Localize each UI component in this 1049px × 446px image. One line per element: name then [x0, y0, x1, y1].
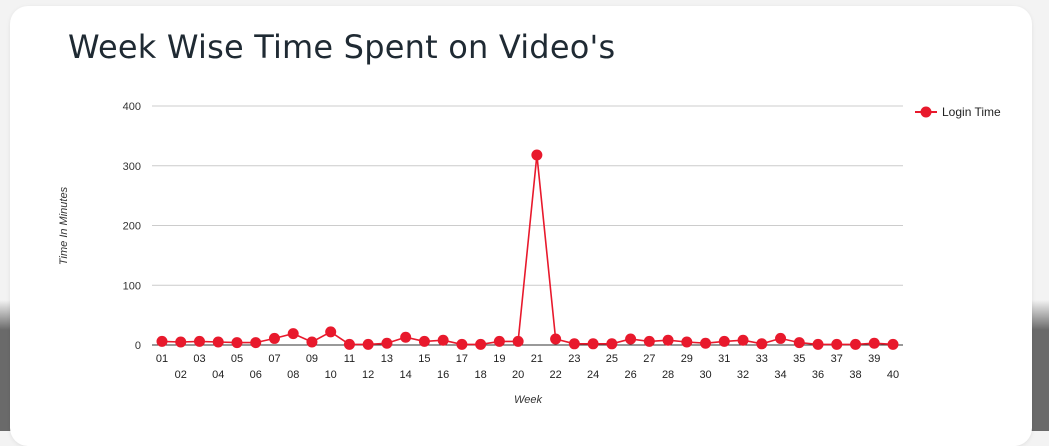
x-axis-title: Week [514, 394, 542, 406]
data-point[interactable] [362, 338, 374, 350]
x-tick-label: 38 [849, 369, 861, 381]
data-point[interactable] [737, 334, 749, 346]
x-tick-label: 35 [793, 353, 805, 365]
x-tick-label: 31 [718, 353, 730, 365]
x-tick-label: 33 [756, 353, 768, 365]
data-point[interactable] [475, 338, 487, 350]
legend[interactable]: Login Time [915, 105, 1001, 119]
x-tick-label: 13 [381, 353, 393, 365]
data-point[interactable] [306, 336, 318, 348]
data-point[interactable] [531, 149, 543, 161]
data-point[interactable] [212, 336, 224, 348]
data-point[interactable] [718, 335, 730, 347]
x-tick-label: 28 [662, 369, 674, 381]
x-tick-label: 10 [325, 369, 337, 381]
data-point[interactable] [193, 335, 205, 347]
x-tick-label: 03 [193, 353, 205, 365]
x-tick-label: 29 [681, 353, 693, 365]
x-tick-label: 06 [250, 369, 262, 381]
x-tick-label: 21 [531, 353, 543, 365]
legend-marker [920, 106, 932, 118]
x-tick-label: 40 [887, 369, 899, 381]
data-point[interactable] [662, 334, 674, 346]
x-tick-label: 30 [699, 369, 711, 381]
y-tick-label: 200 [123, 221, 141, 233]
data-point[interactable] [850, 338, 862, 350]
x-tick-label: 17 [456, 353, 468, 365]
line-chart: 0 100 200 300 400 01 02 03 04 05 06 07 08 09 10 11 12 13… [58, 101, 1001, 406]
data-point[interactable] [606, 338, 618, 350]
data-point[interactable] [418, 335, 430, 347]
data-point[interactable] [831, 338, 843, 350]
data-point[interactable] [456, 338, 468, 350]
data-point[interactable] [175, 336, 187, 348]
x-tick-label: 16 [437, 369, 449, 381]
x-tick-label: 14 [400, 369, 412, 381]
data-point[interactable] [325, 326, 337, 338]
y-tick-label: 300 [123, 161, 141, 173]
data-point[interactable] [887, 338, 899, 350]
data-point[interactable] [512, 335, 524, 347]
x-tick-label: 07 [268, 353, 280, 365]
x-tick-label: 36 [812, 369, 824, 381]
data-point[interactable] [231, 337, 243, 349]
x-tick-label: 12 [362, 369, 374, 381]
data-point[interactable] [287, 328, 299, 340]
x-tick-label: 37 [831, 353, 843, 365]
x-tick-label: 23 [568, 353, 580, 365]
x-tick-label: 05 [231, 353, 243, 365]
x-tick-label: 11 [344, 353, 355, 365]
x-axis-ticks: 01 02 03 04 05 06 07 08 09 10 11 12 13 14 15 16 17 18 19 20… [156, 353, 899, 381]
data-point[interactable] [493, 335, 505, 347]
x-tick-label: 22 [549, 369, 561, 381]
x-tick-label: 39 [868, 353, 880, 365]
gridlines [152, 105, 903, 346]
x-tick-label: 19 [493, 353, 505, 365]
data-point[interactable] [812, 338, 824, 350]
series-line [161, 154, 894, 346]
data-point[interactable] [643, 335, 655, 347]
page-title: Week Wise Time Spent on Video's [68, 28, 616, 66]
data-point[interactable] [400, 331, 412, 343]
data-point[interactable] [343, 338, 355, 350]
y-axis-ticks: 0 100 200 300 400 [123, 101, 141, 352]
x-tick-label: 09 [306, 353, 318, 365]
data-point[interactable] [568, 338, 580, 350]
data-point[interactable] [775, 332, 787, 344]
x-tick-label: 01 [156, 353, 168, 365]
y-tick-label: 0 [135, 340, 141, 352]
data-point[interactable] [625, 333, 637, 345]
y-tick-label: 400 [123, 101, 141, 113]
data-point[interactable] [250, 337, 262, 349]
legend-label: Login Time [942, 105, 1001, 119]
series-login-time [156, 149, 899, 350]
y-axis-title: Time In Minutes [58, 186, 70, 265]
x-tick-label: 02 [175, 369, 187, 381]
x-tick-label: 32 [737, 369, 749, 381]
data-point[interactable] [793, 337, 805, 349]
x-tick-label: 34 [774, 369, 786, 381]
x-tick-label: 24 [587, 369, 599, 381]
x-tick-label: 25 [606, 353, 618, 365]
data-point[interactable] [381, 337, 393, 349]
x-tick-label: 08 [287, 369, 299, 381]
x-tick-label: 15 [418, 353, 430, 365]
data-point[interactable] [681, 336, 693, 348]
x-tick-label: 20 [512, 369, 524, 381]
data-point[interactable] [268, 332, 280, 344]
data-point[interactable] [587, 338, 599, 350]
data-point[interactable] [756, 338, 768, 350]
data-point[interactable] [550, 333, 562, 345]
y-tick-label: 100 [123, 280, 141, 292]
data-point[interactable] [868, 337, 880, 349]
x-tick-label: 26 [624, 369, 636, 381]
x-tick-label: 27 [643, 353, 655, 365]
data-point[interactable] [700, 337, 712, 349]
data-point[interactable] [437, 334, 449, 346]
data-point[interactable] [156, 335, 168, 347]
x-tick-label: 18 [475, 369, 487, 381]
x-tick-label: 04 [212, 369, 224, 381]
